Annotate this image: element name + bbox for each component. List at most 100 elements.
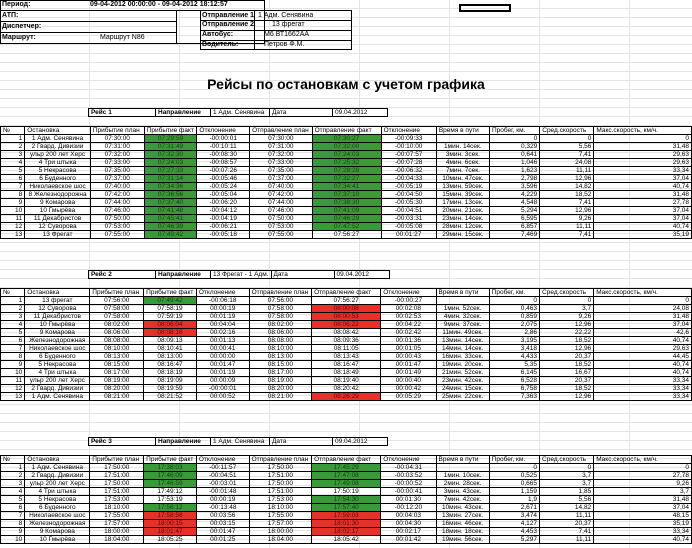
table-cell[interactable]: 18:01:30: [311, 519, 382, 528]
table-cell[interactable]: 00:00:40: [380, 376, 437, 385]
table-cell[interactable]: 0: [488, 296, 541, 305]
table-cell[interactable]: 08:16:47: [143, 360, 197, 369]
table-cell[interactable]: -00:06:20: [196, 198, 251, 207]
table-cell[interactable]: 07:35:00: [89, 166, 145, 175]
table-cell[interactable]: 07:56:00: [248, 296, 313, 305]
table-cell[interactable]: -00:05:24: [196, 182, 251, 191]
selected-cell[interactable]: [459, 4, 511, 12]
table-cell[interactable]: 11,11: [539, 535, 595, 544]
table-cell[interactable]: 07:50:00: [89, 214, 145, 223]
table-cell[interactable]: 07:59:19: [143, 312, 197, 321]
table-cell[interactable]: 7,41: [539, 527, 595, 536]
table-cell[interactable]: 00:00:42: [380, 384, 437, 393]
table-cell[interactable]: 8 Железнодорожна: [24, 190, 91, 199]
table-cell[interactable]: 07:50:00: [249, 214, 313, 223]
table-cell[interactable]: 17:49:08: [311, 479, 382, 488]
table-cell[interactable]: 4,127: [488, 519, 541, 528]
table-cell[interactable]: 29,63: [593, 344, 692, 353]
table-cell[interactable]: 07:55:00: [89, 230, 145, 239]
table-cell[interactable]: 0: [488, 463, 541, 472]
table-cell[interactable]: 07:27:33: [143, 166, 198, 175]
table-cell[interactable]: 08:15:00: [248, 360, 313, 369]
table-cell[interactable]: -00:06:18: [195, 296, 250, 305]
table-cell[interactable]: 15мин. 39сек.: [435, 190, 490, 199]
table-cell[interactable]: 00:02:53: [380, 312, 437, 321]
table-cell[interactable]: 9,26: [593, 479, 692, 488]
table-cell[interactable]: 4,453: [488, 527, 541, 536]
table-cell[interactable]: 00:04:30: [380, 519, 437, 528]
table-cell[interactable]: 21мин. 52сек.: [435, 368, 490, 377]
table-cell[interactable]: 10 Гмырёва: [24, 535, 91, 544]
table-cell[interactable]: 18:01:47: [143, 527, 197, 536]
table-cell[interactable]: -00:05:46: [196, 174, 251, 183]
table-cell[interactable]: 5 Некрасова: [24, 495, 91, 504]
table-cell[interactable]: 08:21:00: [89, 392, 145, 401]
table-cell[interactable]: 7,41: [539, 150, 595, 159]
table-cell[interactable]: 5: [0, 495, 26, 504]
table-cell[interactable]: ульр 200 лет Херс: [24, 150, 91, 159]
table-cell[interactable]: 9: [0, 198, 26, 207]
table-cell[interactable]: 4: [0, 320, 26, 329]
table-cell[interactable]: 07:40:00: [89, 182, 145, 191]
table-cell[interactable]: 17:55:00: [248, 511, 313, 520]
table-cell[interactable]: 00:02:42: [380, 328, 437, 337]
table-cell[interactable]: 4мин. 6сек.: [435, 158, 490, 167]
table-cell[interactable]: 14,82: [539, 503, 595, 512]
table-cell[interactable]: 07:49:42: [143, 296, 197, 305]
table-cell[interactable]: 00:00:09: [195, 376, 250, 385]
table-cell[interactable]: 08:10:00: [89, 344, 145, 353]
table-cell[interactable]: 18,52: [539, 384, 595, 393]
table-cell[interactable]: 29,63: [593, 150, 692, 159]
table-cell[interactable]: 27,78: [593, 198, 692, 207]
table-cell[interactable]: 5,294: [488, 206, 541, 215]
table-cell[interactable]: 16мин. 46сек.: [435, 519, 490, 528]
table-cell[interactable]: 7,363: [488, 392, 541, 401]
table-cell[interactable]: 08:16:47: [311, 360, 382, 369]
table-cell[interactable]: 07:55:00: [249, 230, 313, 239]
table-cell[interactable]: -00:00:01: [196, 134, 251, 143]
table-cell[interactable]: 7: [0, 511, 26, 520]
table-cell[interactable]: 00:05:29: [380, 392, 437, 401]
table-cell[interactable]: 14мин. 14сек.: [435, 344, 490, 353]
table-cell[interactable]: -00:11:57: [195, 463, 250, 472]
table-cell[interactable]: 07:31:00: [89, 142, 145, 151]
table-cell[interactable]: 00:01:30: [380, 495, 437, 504]
table-cell[interactable]: 18мин. 18сек.: [435, 527, 490, 536]
table-cell[interactable]: 0,641: [488, 150, 541, 159]
table-cell[interactable]: 9мин. 37сек.: [435, 320, 490, 329]
table-cell[interactable]: -00:05:19: [380, 182, 437, 191]
table-cell[interactable]: 1,9: [488, 495, 541, 504]
table-cell[interactable]: 3,7: [539, 304, 595, 313]
table-cell[interactable]: 07:31:49: [143, 142, 198, 151]
table-cell[interactable]: 0,329: [488, 142, 541, 151]
table-cell[interactable]: 08:20:42: [311, 384, 382, 393]
table-cell[interactable]: 7мин. 7сек.: [435, 166, 490, 175]
table-cell[interactable]: -00:04:50: [380, 190, 437, 199]
table-cell[interactable]: 2,798: [488, 174, 541, 183]
table-cell[interactable]: 6,528: [488, 376, 541, 385]
table-cell[interactable]: 18,52: [539, 190, 595, 199]
table-cell[interactable]: 17:56:12: [143, 503, 197, 512]
table-cell[interactable]: 08:21:52: [143, 392, 197, 401]
table-cell[interactable]: 00:01:47: [195, 360, 250, 369]
table-cell[interactable]: 18:05:25: [143, 535, 197, 544]
table-cell[interactable]: 00:04:04: [195, 320, 250, 329]
table-cell[interactable]: 08:08:16: [143, 328, 197, 337]
table-cell[interactable]: 07:37:40: [143, 198, 198, 207]
table-cell[interactable]: 24,08: [539, 158, 595, 167]
table-cell[interactable]: 12 Суворова: [24, 222, 91, 231]
table-cell[interactable]: [435, 296, 490, 305]
table-cell[interactable]: 18:10:00: [89, 503, 145, 512]
table-cell[interactable]: Николаевское шос: [24, 182, 91, 191]
table-cell[interactable]: 6: [0, 503, 26, 512]
table-cell[interactable]: 1 Адм. Сенявина: [24, 134, 91, 143]
table-cell[interactable]: 5,56: [539, 142, 595, 151]
table-cell[interactable]: 00:01:27: [380, 230, 437, 239]
table-cell[interactable]: 08:10:00: [248, 344, 313, 353]
table-cell[interactable]: 10: [0, 368, 26, 377]
table-cell[interactable]: 8: [0, 190, 26, 199]
table-cell[interactable]: 12 Суворова: [24, 304, 91, 313]
table-cell[interactable]: 00:00:43: [380, 352, 437, 361]
table-cell[interactable]: 37,04: [593, 503, 692, 512]
table-cell[interactable]: 00:04:03: [380, 511, 437, 520]
